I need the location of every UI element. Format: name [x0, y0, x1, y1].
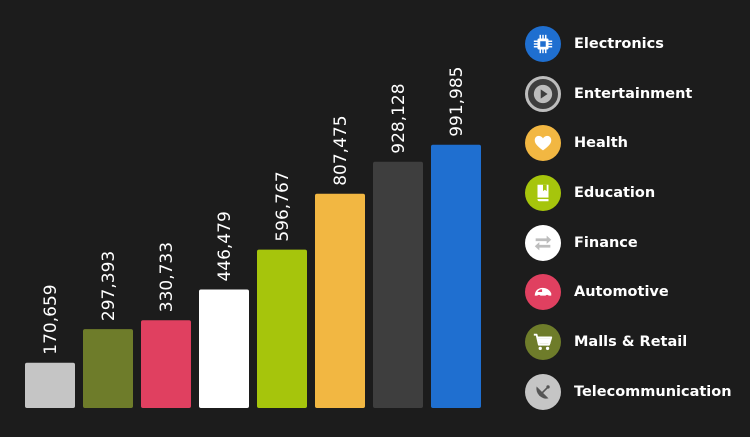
legend-item-education: Education: [525, 173, 750, 213]
exchange-icon: [525, 224, 561, 261]
legend-label: Entertainment: [574, 85, 693, 102]
legend: Electronics Entertainment Health Education F…: [525, 24, 750, 422]
cart-icon: [525, 324, 561, 361]
satellite-dish-icon: [525, 373, 561, 410]
legend-label: Automotive: [574, 284, 669, 301]
bar-education: [257, 249, 307, 408]
bar-chart: 170,659 297,393 330,733 446,479 596,767 807,4…: [25, 66, 481, 409]
bar-value-label: 807,475: [331, 115, 351, 185]
heart-icon: [525, 125, 561, 162]
bar-finance: [199, 289, 249, 408]
legend-item-finance: Finance: [525, 223, 750, 263]
bar-value-label: 446,479: [215, 211, 235, 281]
bar-value-label: 330,733: [157, 242, 177, 312]
book-icon: [525, 175, 561, 212]
bar-value-label: 928,128: [389, 83, 409, 153]
legend-item-automotive: Automotive: [525, 272, 750, 312]
bar-malls-retail: [83, 329, 133, 408]
car-icon: [525, 274, 561, 311]
bar-entertainment: [373, 161, 423, 408]
legend-label: Malls & Retail: [574, 334, 688, 351]
legend-label: Education: [574, 185, 656, 202]
bar-automotive: [141, 320, 191, 408]
legend-label: Electronics: [574, 36, 664, 52]
bar-value-label: 170,659: [41, 284, 61, 354]
legend-label: Health: [574, 135, 628, 152]
legend-item-entertainment: Entertainment: [525, 74, 750, 114]
chip-icon: [525, 26, 561, 62]
legend-item-telecommunication: Telecommunication: [525, 372, 750, 412]
bar-health: [315, 193, 365, 408]
legend-item-electronics: Electronics: [525, 24, 750, 64]
legend-label: Telecommunication: [574, 383, 732, 400]
play-icon: [525, 75, 561, 112]
legend-item-malls-retail: Malls & Retail: [525, 322, 750, 362]
bar-telecommunication: [25, 362, 75, 408]
bar-value-label: 297,393: [99, 251, 119, 321]
legend-label: Finance: [574, 234, 638, 251]
bar-value-label: 991,985: [447, 66, 467, 136]
bar-electronics: [431, 144, 481, 409]
bar-value-label: 596,767: [273, 171, 293, 241]
legend-item-health: Health: [525, 123, 750, 163]
